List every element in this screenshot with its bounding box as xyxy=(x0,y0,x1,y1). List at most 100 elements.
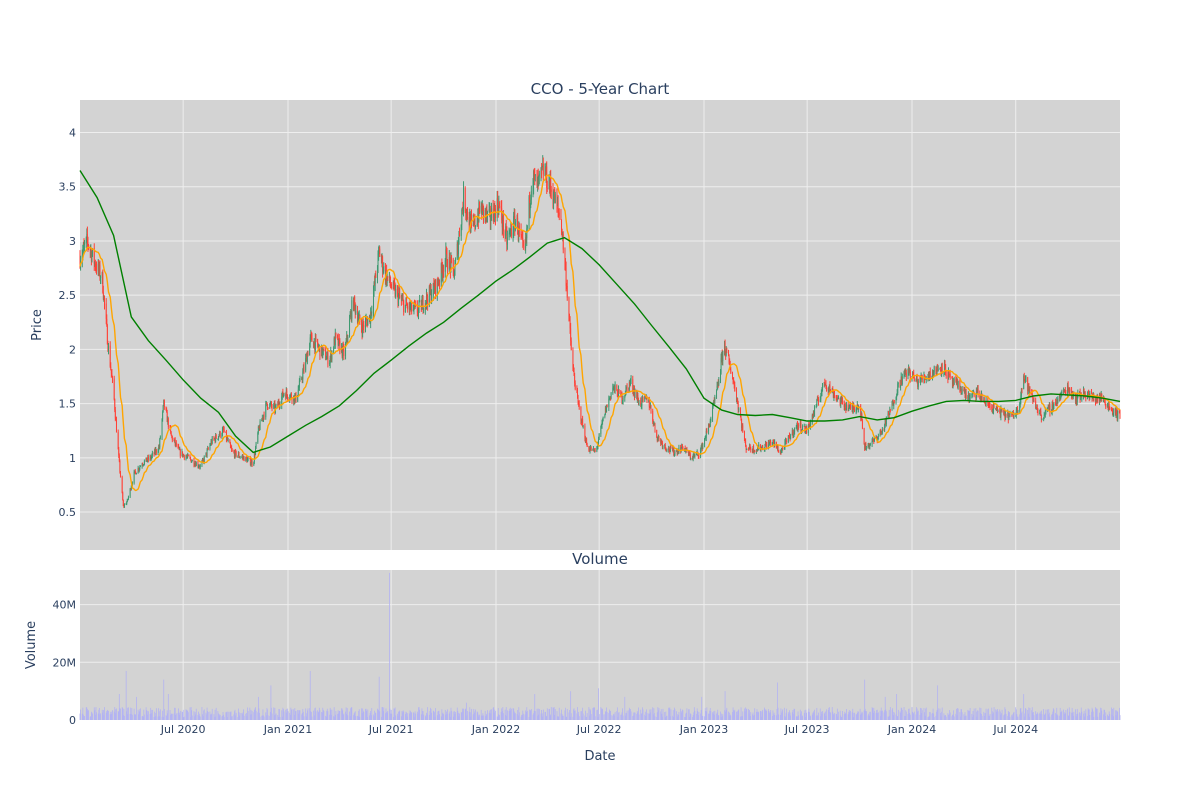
volume-bar xyxy=(426,714,428,720)
candlestick xyxy=(501,215,503,236)
candlestick xyxy=(393,277,395,291)
volume-bar xyxy=(601,709,603,720)
candlestick xyxy=(694,453,696,459)
candlestick xyxy=(657,434,659,439)
candlestick xyxy=(592,448,594,451)
volume-bar xyxy=(685,712,687,720)
volume-bar xyxy=(298,710,300,720)
volume-bar xyxy=(190,707,192,720)
candlestick xyxy=(811,413,813,425)
volume-bar xyxy=(896,716,898,720)
candlestick xyxy=(520,223,522,240)
volume-bar xyxy=(725,709,727,720)
volume-bar xyxy=(266,707,268,720)
volume-bar xyxy=(1000,714,1002,720)
candlestick xyxy=(812,413,814,419)
candlestick xyxy=(837,395,839,400)
volume-bar xyxy=(334,716,336,720)
candlestick xyxy=(574,372,576,387)
volume-bar xyxy=(1092,711,1094,720)
candlestick xyxy=(323,346,325,352)
candlestick xyxy=(681,444,683,450)
volume-bar xyxy=(112,710,113,720)
volume-bar xyxy=(322,709,324,720)
candlestick xyxy=(298,384,300,391)
volume-bar xyxy=(337,710,339,720)
volume-bar xyxy=(93,707,95,720)
volume-bar xyxy=(492,707,494,720)
volume-bar xyxy=(722,714,724,720)
candlestick xyxy=(157,448,159,455)
volume-bar xyxy=(733,711,735,720)
volume-bar xyxy=(239,713,241,720)
candlestick xyxy=(94,259,96,272)
volume-bar xyxy=(381,716,382,720)
candlestick xyxy=(899,379,901,388)
candlestick xyxy=(573,367,575,377)
candlestick xyxy=(111,369,113,377)
volume-bar xyxy=(596,710,598,720)
volume-bar xyxy=(207,712,209,720)
volume-bar xyxy=(913,711,915,720)
volume-bar xyxy=(501,711,503,720)
volume-bar xyxy=(1080,707,1082,720)
candlestick xyxy=(652,408,654,424)
candlestick xyxy=(310,329,312,342)
candlestick xyxy=(259,419,261,431)
volume-bar xyxy=(1115,715,1117,720)
candlestick xyxy=(506,226,508,252)
candlestick xyxy=(127,498,129,501)
volume-bar xyxy=(609,710,611,720)
candlestick xyxy=(485,206,487,223)
volume-bar xyxy=(295,711,297,720)
volume-bar xyxy=(401,711,403,720)
candlestick xyxy=(969,393,971,402)
volume-bar xyxy=(689,713,691,720)
volume-bar xyxy=(614,712,616,720)
volume-bar xyxy=(564,710,566,720)
volume-bar xyxy=(672,710,674,720)
volume-bar xyxy=(1096,708,1098,720)
volume-bar xyxy=(961,709,962,720)
candlestick xyxy=(606,404,608,408)
candlestick xyxy=(183,453,185,456)
candlestick xyxy=(557,196,559,207)
volume-bar xyxy=(353,715,354,720)
volume-bar xyxy=(610,710,611,720)
volume-bar xyxy=(721,716,723,720)
volume-bar xyxy=(170,713,172,720)
volume-bar xyxy=(397,713,398,720)
volume-bar xyxy=(1021,713,1022,720)
candlestick xyxy=(704,437,706,448)
candlestick xyxy=(382,255,384,278)
volume-bar xyxy=(1047,709,1049,720)
candlestick xyxy=(329,355,331,369)
volume-bar xyxy=(972,716,973,720)
volume-bar xyxy=(363,712,365,720)
volume-bar xyxy=(389,708,391,720)
candlestick xyxy=(222,425,224,431)
volume-bar xyxy=(517,710,519,720)
volume-bar xyxy=(422,711,423,720)
candlestick xyxy=(147,454,149,463)
candlestick xyxy=(897,382,899,388)
volume-bar xyxy=(897,716,899,720)
candlestick xyxy=(441,258,443,274)
volume-bar xyxy=(346,708,348,720)
volume-bar xyxy=(858,711,859,720)
volume-bar xyxy=(199,713,201,720)
candlestick xyxy=(865,441,867,451)
volume-bar xyxy=(969,710,970,720)
candlestick xyxy=(114,406,116,422)
volume-bar xyxy=(834,713,835,720)
volume-bar xyxy=(867,715,869,720)
volume-bar xyxy=(1011,714,1013,720)
volume-bar xyxy=(435,708,436,720)
volume-bar xyxy=(497,708,499,720)
candlestick xyxy=(781,447,783,454)
volume-bar xyxy=(721,713,723,720)
volume-bar xyxy=(498,714,500,720)
volume-bar xyxy=(724,691,726,720)
x-tick-label: Jul 2024 xyxy=(992,723,1038,736)
volume-bar xyxy=(138,711,140,720)
